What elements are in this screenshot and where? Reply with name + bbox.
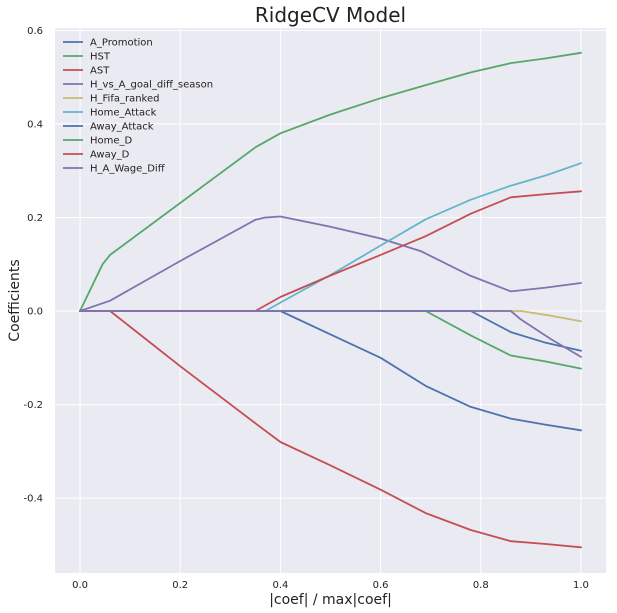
series-line-away-d — [79, 190, 582, 312]
legend-item: AST — [63, 66, 110, 77]
x-tick-labels: 0.0 0.2 0.4 0.6 0.8 1.0 — [72, 580, 589, 591]
legend-label: HST — [90, 52, 111, 63]
y-tick-labels: -0.4 -0.2 0.0 0.2 0.4 0.6 — [23, 26, 43, 505]
legend-label: H_Fifa_ranked — [90, 94, 159, 105]
legend-label: Home_D — [90, 136, 133, 147]
y-tick-label: 0.4 — [27, 119, 43, 130]
grid — [55, 28, 606, 573]
legend-item: H_vs_A_goal_diff_season — [63, 80, 213, 91]
legend-item: Away_Attack — [63, 122, 154, 133]
x-tick-label: 1.0 — [573, 580, 589, 591]
x-tick-label: 0.6 — [373, 580, 389, 591]
x-tick-label: 0.0 — [72, 580, 88, 591]
legend-label: Away_Attack — [90, 122, 154, 133]
legend: A_Promotion HST AST H_vs_A_goal_diff_season… — [63, 38, 213, 175]
series-line-home-attack — [79, 162, 582, 312]
series-line-h-vs-a-goal-diff-season — [79, 215, 582, 312]
legend-item: Home_D — [63, 136, 133, 147]
y-tick-label: 0.6 — [27, 26, 43, 37]
legend-label: H_vs_A_goal_diff_season — [90, 80, 213, 91]
legend-item: HST — [63, 52, 111, 63]
y-tick-label: -0.4 — [23, 494, 43, 505]
y-axis-label: Coefficients — [7, 259, 23, 341]
plot-area — [55, 28, 606, 573]
legend-item: H_Fifa_ranked — [63, 94, 159, 105]
series-line-ast — [79, 310, 582, 549]
y-tick-label: 0.0 — [27, 307, 43, 318]
x-tick-label: 0.8 — [473, 580, 489, 591]
legend-item: Home_Attack — [63, 108, 157, 119]
series-line-hst — [79, 51, 582, 312]
x-axis-label: |coef| / max|coef| — [269, 592, 392, 608]
legend-item: Away_D — [63, 150, 130, 161]
legend-label: AST — [90, 66, 110, 77]
x-tick-label: 0.2 — [172, 580, 188, 591]
legend-item: H_A_Wage_Diff — [63, 164, 166, 175]
legend-label: H_A_Wage_Diff — [90, 164, 166, 175]
series-line-h-a-wage-diff — [79, 310, 582, 358]
legend-label: Home_Attack — [90, 108, 157, 119]
legend-label: Away_D — [90, 150, 130, 161]
chart-title: RidgeCV Model — [255, 3, 406, 27]
y-tick-label: -0.2 — [23, 400, 43, 411]
legend-label: A_Promotion — [90, 38, 153, 49]
x-tick-label: 0.4 — [272, 580, 288, 591]
series-lines — [79, 51, 582, 549]
legend-item: A_Promotion — [63, 38, 153, 49]
series-line-a-promotion — [79, 310, 582, 432]
y-tick-label: 0.2 — [27, 213, 43, 224]
